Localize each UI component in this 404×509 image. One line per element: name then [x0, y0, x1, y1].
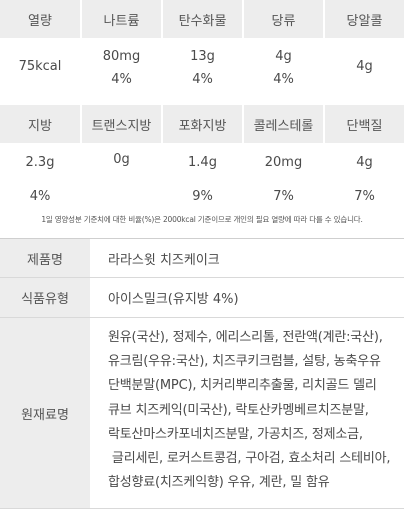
nutrient-value-cell: 2.3g 4% [0, 143, 80, 216]
nutrient-amount: 1.4g [188, 154, 217, 170]
nutrient-header: 나트륨 [82, 0, 161, 38]
nutrient-percent: 7% [354, 188, 375, 204]
nutrient-value-cell: 4g 4% [244, 38, 323, 98]
nutrient-header: 당알콜 [325, 0, 404, 38]
nutrient-header: 콜레스테롤 [244, 105, 323, 143]
nutrient-header: 당류 [244, 0, 323, 38]
nutrient-value-cell: 0g [82, 143, 161, 216]
nutrient-header: 열량 [0, 0, 80, 38]
nutrient-amount: 0g [113, 152, 130, 167]
ingredients-line: 글리세린, 로커스트콩검, 구아검, 효소처리 스테비아, [108, 451, 391, 467]
nutrient-percent: 7% [273, 188, 294, 204]
nutrient-percent: 4% [273, 72, 294, 87]
nutrient-header: 단백질 [325, 105, 404, 143]
nutrient-value-cell: 80mg 4% [82, 38, 161, 98]
product-name-row: 제품명 라라스윗 치즈케이크 [0, 239, 404, 278]
nutrient-value-cell: 4g [325, 38, 404, 94]
nutrition-table-top: 열량 나트륨 탄수화물 당류 당알콜 75kcal 80mg 4% 13g 4%… [0, 0, 404, 98]
nutrient-value-cell: 20mg 7% [244, 143, 323, 216]
daily-value-note: 1일 영양성분 기준치에 대한 비율(%)은 2000kcal 기준이므로 개인… [41, 215, 363, 224]
food-type-value: 아이스밀크(유지방 4%) [108, 292, 239, 307]
ingredients-line: 합성향료(치즈케익향) 우유, 계란, 밀 함유 [108, 475, 330, 491]
nutrient-percent: 4% [111, 72, 132, 87]
ingredients-line: 유크림(우유:국산), 치즈쿠키크럼블, 설탕, 농축우유 [108, 354, 381, 370]
nutrient-amount: 13g [190, 49, 215, 64]
ingredients-line: 락토산마스카포네치즈분말, 가공치즈, 정제소금, [108, 426, 363, 442]
nutrient-amount: 4g [356, 58, 373, 74]
ingredients-row: 원재료명 원유(국산), 정제수, 에리스리톨, 전란액(계란:국산), 유크림… [0, 318, 404, 509]
nutrient-amount: 80mg [102, 49, 141, 64]
nutrient-percent: 4% [29, 188, 51, 204]
nutrient-amount: 4g [275, 49, 292, 64]
ingredients-line: 큐브 치즈케익(미국산), 락토산카멩베르치즈분말, [108, 402, 369, 418]
nutrient-value-cell: 13g 4% [163, 38, 242, 98]
nutrient-amount: 4g [356, 154, 373, 170]
nutrient-amount: 2.3g [25, 154, 55, 170]
nutrient-header: 트랜스지방 [82, 105, 161, 143]
ingredients-label: 원재료명 [0, 318, 90, 508]
nutrient-header: 포화지방 [163, 105, 242, 143]
food-type-row: 식품유형 아이스밀크(유지방 4%) [0, 278, 404, 318]
nutrient-value-cell: 75kcal [0, 38, 80, 94]
nutrient-header: 탄수화물 [163, 0, 242, 38]
ingredients-line: 원유(국산), 정제수, 에리스리톨, 전란액(계란:국산), [108, 330, 383, 345]
ingredients-line: 단백분말(MPC), 치커리뿌리추출물, 리치골드 델리 [108, 378, 377, 394]
product-name-value: 라라스윗 치즈케이크 [108, 252, 220, 268]
nutrient-value-cell: 4g 7% [325, 143, 404, 216]
nutrient-percent: 4% [192, 72, 213, 87]
nutrition-table-bottom: 지방 트랜스지방 포화지방 콜레스테롤 단백질 2.3g 4% 0g 1.4g … [0, 105, 404, 216]
nutrient-amount: 75kcal [18, 58, 62, 74]
food-type-label: 식품유형 [0, 278, 90, 317]
nutrient-amount: 20mg [264, 154, 303, 170]
product-info-table: 제품명 라라스윗 치즈케이크 식품유형 아이스밀크(유지방 4%) 원재료명 원… [0, 238, 404, 509]
nutrient-header: 지방 [0, 105, 80, 143]
nutrient-percent: 9% [192, 188, 213, 204]
product-name-label: 제품명 [0, 239, 90, 277]
nutrient-value-cell: 1.4g 9% [163, 143, 242, 216]
ingredients-value: 원유(국산), 정제수, 에리스리톨, 전란액(계란:국산), 유크림(우유:국… [90, 318, 404, 508]
